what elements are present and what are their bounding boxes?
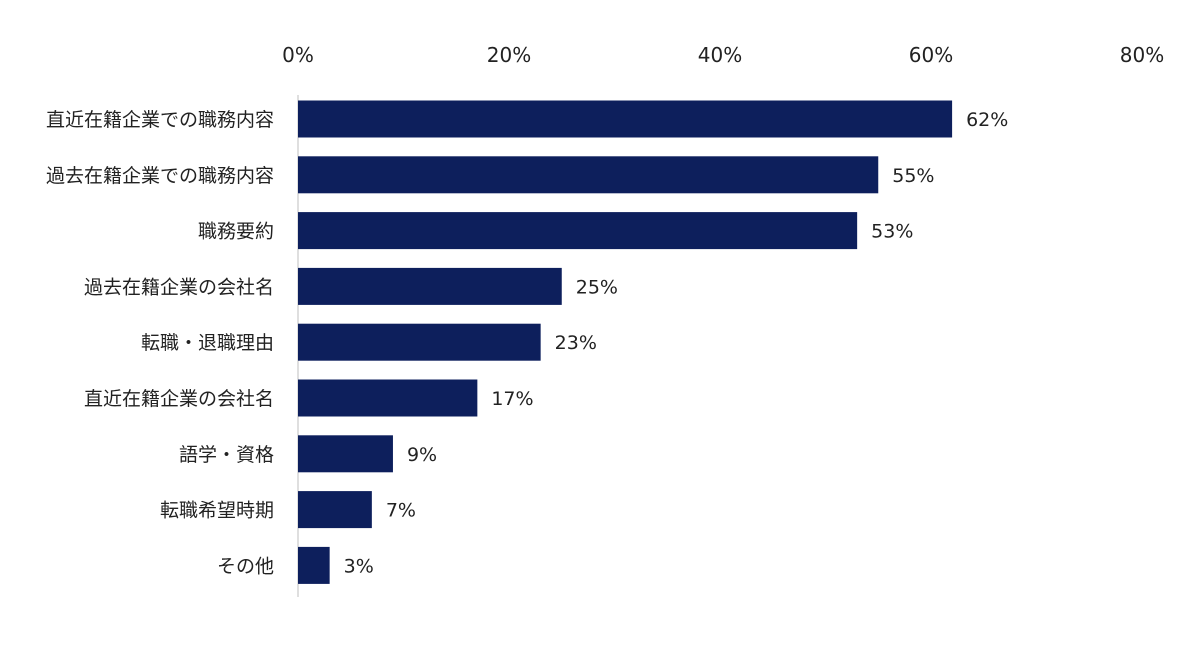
bar — [298, 435, 393, 473]
category-label: 転職希望時期 — [160, 500, 274, 522]
bar — [298, 100, 953, 138]
category-label: 語学・資格 — [179, 444, 274, 466]
x-tick-label: 0% — [282, 43, 314, 67]
bar — [298, 267, 562, 305]
x-axis-ticks: 0% 20% 40% 60% 80% — [282, 43, 1164, 67]
data-label: 7% — [386, 500, 416, 522]
bars — [298, 100, 953, 584]
bar — [298, 491, 372, 529]
category-label: 直近在籍企業の会社名 — [84, 388, 274, 410]
x-tick-label: 80% — [1120, 43, 1164, 67]
data-label: 3% — [344, 555, 374, 577]
bar — [298, 379, 478, 417]
category-labels: 直近在籍企業での職務内容過去在籍企業での職務内容職務要約過去在籍企業の会社名転職… — [46, 109, 274, 577]
category-label: 直近在籍企業での職務内容 — [46, 109, 274, 131]
bar — [298, 156, 879, 194]
category-label: 転職・退職理由 — [141, 332, 274, 354]
value-labels: 62% 55% 53% 25% 23% 17% 9% 7% 3% — [344, 109, 1009, 577]
x-tick-label: 40% — [698, 43, 742, 67]
data-label: 55% — [892, 165, 934, 187]
x-tick-label: 60% — [909, 43, 953, 67]
data-label: 17% — [491, 388, 533, 410]
data-label: 53% — [871, 221, 913, 243]
bar — [298, 212, 858, 250]
data-label: 9% — [407, 444, 437, 466]
bar — [298, 546, 330, 584]
category-label: その他 — [217, 555, 274, 577]
data-label: 62% — [966, 109, 1008, 131]
data-label: 25% — [576, 276, 618, 298]
category-label: 過去在籍企業での職務内容 — [46, 165, 274, 187]
bar — [298, 323, 541, 361]
x-tick-label: 20% — [487, 43, 531, 67]
category-label: 過去在籍企業の会社名 — [84, 276, 274, 298]
data-label: 23% — [555, 332, 597, 354]
category-label: 職務要約 — [198, 221, 274, 243]
